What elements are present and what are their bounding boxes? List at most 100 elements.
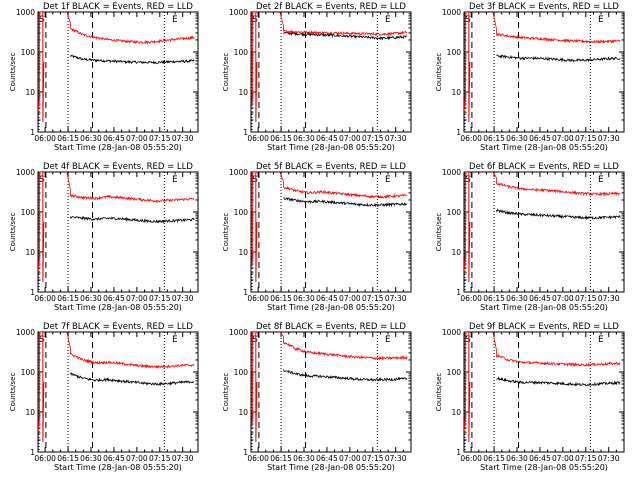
x-tick-label: 06:45 <box>103 294 125 303</box>
y-tick-label: 100 <box>234 48 249 57</box>
x-tick-label: 07:00 <box>552 134 574 143</box>
pre-spike <box>38 12 45 123</box>
panel-title: Det 6f BLACK = Events, RED = LLD <box>469 162 619 172</box>
x-tick-label: 07:15 <box>149 454 171 463</box>
events-series-line <box>70 54 195 65</box>
panel-title: Det 5f BLACK = Events, RED = LLD <box>256 162 406 172</box>
x-tick-label: 07:30 <box>172 134 194 143</box>
x-tick-label: 06:15 <box>57 134 79 143</box>
x-tick-label: 06:30 <box>80 294 102 303</box>
x-tick-label: 07:15 <box>362 134 384 143</box>
x-tick-label: 06:15 <box>270 454 292 463</box>
end-marker: E <box>598 175 604 185</box>
x-tick-label: 07:00 <box>126 454 148 463</box>
x-tick-label: 06:30 <box>80 454 102 463</box>
x-tick-label: 06:00 <box>460 294 482 303</box>
start-marker: S <box>39 15 45 25</box>
x-axis-label: Start Time (28-Jan-08 05:55:20) <box>480 303 608 312</box>
y-axis-label: Counts/sec <box>435 213 443 252</box>
y-tick-label: 10 <box>451 248 461 257</box>
x-tick-label: 07:00 <box>552 454 574 463</box>
x-tick-label: 06:45 <box>529 134 551 143</box>
detector-panel-8: Det 8f BLACK = Events, RED = LLD 1 10 100 10… <box>222 322 412 472</box>
plot-frame <box>37 331 199 453</box>
y-tick-label: 100 <box>447 368 462 377</box>
x-tick-label: 06:00 <box>34 134 56 143</box>
x-tick-label: 06:00 <box>247 454 269 463</box>
y-tick-label: 1 <box>456 288 461 297</box>
y-tick-label: 1 <box>30 128 35 137</box>
data-layer <box>251 172 408 283</box>
x-tick-label: 07:00 <box>339 454 361 463</box>
y-tick-label: 10 <box>25 88 35 97</box>
x-tick-label: 06:45 <box>316 294 338 303</box>
plot-frame <box>37 171 199 293</box>
panel-title: Det 7f BLACK = Events, RED = LLD <box>43 322 193 332</box>
x-tick-label: 07:00 <box>339 294 361 303</box>
x-tick-label: 06:30 <box>80 134 102 143</box>
lld-series-line <box>66 12 195 45</box>
y-tick-label: 1000 <box>16 168 35 177</box>
x-tick-label: 06:45 <box>316 454 338 463</box>
y-tick-label: 10 <box>25 408 35 417</box>
pre-spike <box>251 332 258 443</box>
events-series-line <box>70 372 195 387</box>
y-axis-label: Counts/sec <box>435 53 443 92</box>
x-tick-label: 06:45 <box>529 294 551 303</box>
events-series-line <box>283 31 408 41</box>
detector-panel-5: Det 5f BLACK = Events, RED = LLD 1 10 100 10… <box>222 162 412 312</box>
y-tick-label: 10 <box>238 88 248 97</box>
plot-frame <box>37 11 199 133</box>
events-series-line <box>70 215 195 224</box>
lld-series-line <box>66 172 195 204</box>
x-tick-label: 06:30 <box>506 134 528 143</box>
x-tick-label: 07:00 <box>126 134 148 143</box>
pre-spike <box>251 172 258 283</box>
y-tick-label: 1 <box>243 128 248 137</box>
start-marker: S <box>39 335 45 345</box>
end-marker: E <box>172 15 178 25</box>
start-marker: S <box>39 175 45 185</box>
y-tick-label: 1 <box>456 128 461 137</box>
y-axis-label: Counts/sec <box>222 53 230 92</box>
y-tick-label: 1 <box>243 288 248 297</box>
data-layer <box>38 172 195 283</box>
start-marker: S <box>252 335 258 345</box>
pre-spike <box>464 332 471 443</box>
lld-series-line <box>279 12 408 37</box>
x-tick-label: 07:30 <box>172 294 194 303</box>
y-tick-label: 1 <box>30 448 35 457</box>
lld-series-line <box>66 332 195 369</box>
y-tick-label: 1000 <box>16 8 35 17</box>
y-axis-label: Counts/sec <box>222 213 230 252</box>
end-marker: E <box>598 335 604 345</box>
x-tick-label: 07:00 <box>552 294 574 303</box>
y-tick-label: 10 <box>451 88 461 97</box>
x-tick-label: 06:00 <box>247 294 269 303</box>
plot-frame <box>250 171 412 293</box>
x-tick-label: 07:15 <box>575 454 597 463</box>
x-tick-label: 07:30 <box>598 134 620 143</box>
data-layer <box>464 172 621 283</box>
x-tick-label: 06:45 <box>529 454 551 463</box>
x-tick-label: 06:15 <box>57 294 79 303</box>
y-tick-label: 10 <box>451 408 461 417</box>
x-tick-label: 06:00 <box>34 454 56 463</box>
events-series-line <box>496 54 621 63</box>
start-marker: S <box>465 175 471 185</box>
y-tick-label: 1000 <box>229 8 248 17</box>
x-tick-label: 07:30 <box>385 134 407 143</box>
x-axis-label: Start Time (28-Jan-08 05:55:20) <box>480 463 608 472</box>
x-axis-label: Start Time (28-Jan-08 05:55:20) <box>54 143 182 152</box>
start-marker: S <box>465 335 471 345</box>
pre-spike <box>38 172 45 283</box>
data-layer <box>251 12 408 123</box>
x-tick-label: 07:15 <box>362 454 384 463</box>
y-tick-label: 100 <box>234 368 249 377</box>
data-layer <box>38 12 195 123</box>
x-tick-label: 07:15 <box>362 294 384 303</box>
detector-panel-4: Det 4f BLACK = Events, RED = LLD 1 10 100 10… <box>9 162 199 312</box>
x-tick-label: 07:30 <box>385 454 407 463</box>
y-tick-label: 1000 <box>442 8 461 17</box>
